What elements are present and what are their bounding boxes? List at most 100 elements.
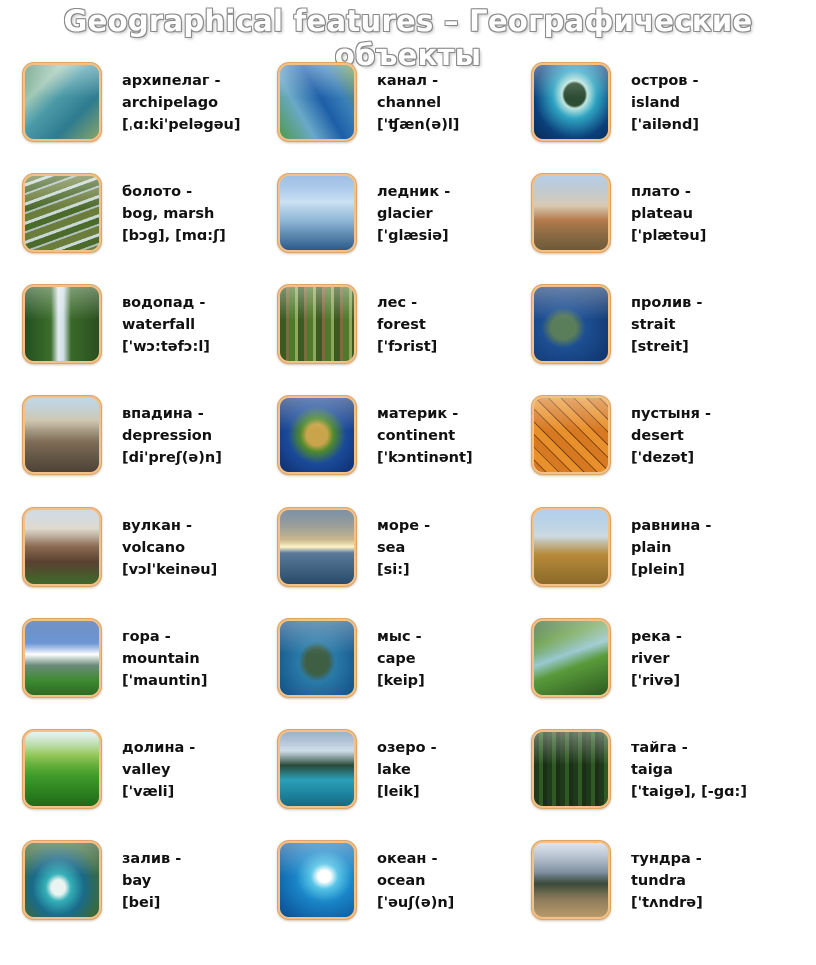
word-ipa: [ˌɑ:ki'peləgəu] — [122, 117, 241, 133]
word-ipa: ['ailənd] — [631, 117, 699, 133]
bay-image — [22, 840, 102, 920]
word-ru: канал - — [377, 73, 439, 89]
word-en: ocean — [377, 873, 426, 889]
card-plain: равнина - plain [plein] — [531, 507, 781, 597]
word-en: mountain — [122, 651, 200, 667]
word-ipa: ['wɔ:təfɔ:l] — [122, 339, 210, 355]
word-ipa: ['taigə], [-gɑ:] — [631, 784, 747, 800]
word-en: archipelago — [122, 95, 219, 111]
word-ru: мыс - — [377, 629, 422, 645]
forest-image — [277, 284, 357, 364]
card-depression: впадина - depression [di'preʃ(ə)n] — [22, 395, 272, 485]
word-en: channel — [377, 95, 442, 111]
archipelago-image — [22, 62, 102, 142]
word-ipa: [di'preʃ(ə)n] — [122, 450, 222, 466]
word-en: bay — [122, 873, 152, 889]
card-plateau: плато - plateau ['plætəu] — [531, 173, 781, 263]
word-ru: океан - — [377, 851, 438, 867]
card-valley: долина - valley ['væli] — [22, 729, 272, 819]
word-ipa: [vɔl'keinəu] — [122, 562, 218, 578]
card-channel: канал - channel ['ʧæn(ə)l] — [277, 62, 527, 152]
word-en: plateau — [631, 206, 694, 222]
word-ipa: ['kɔntinənt] — [377, 450, 473, 466]
word-en: volcano — [122, 540, 186, 556]
mountain-image — [22, 618, 102, 698]
lake-image — [277, 729, 357, 809]
word-ipa: [plein] — [631, 562, 685, 578]
card-continent: материк - continent ['kɔntinənt] — [277, 395, 527, 485]
word-en: desert — [631, 428, 684, 444]
card-strait: пролив - strait [streit] — [531, 284, 781, 374]
continent-image — [277, 395, 357, 475]
word-ipa: [streit] — [631, 339, 689, 355]
card-bay: залив - bay [bei] — [22, 840, 272, 930]
cape-image — [277, 618, 357, 698]
card-tundra: тундра - tundra ['tʌndrə] — [531, 840, 781, 930]
word-ru: вулкан - — [122, 518, 192, 534]
channel-image — [277, 62, 357, 142]
word-ru: лес - — [377, 295, 418, 311]
card-river: река - river ['rivə] — [531, 618, 781, 708]
word-ipa: [keip] — [377, 673, 425, 689]
word-en: river — [631, 651, 670, 667]
word-ru: впадина - — [122, 406, 204, 422]
word-ru: гора - — [122, 629, 171, 645]
card-waterfall: водопад - waterfall ['wɔ:təfɔ:l] — [22, 284, 272, 374]
word-en: island — [631, 95, 681, 111]
word-en: plain — [631, 540, 672, 556]
card-forest: лес - forest ['fɔrist] — [277, 284, 527, 374]
word-en: taiga — [631, 762, 673, 778]
card-sea: море - sea [si:] — [277, 507, 527, 597]
word-ipa: [bɔg], [mɑ:ʃ] — [122, 228, 226, 244]
plateau-image — [531, 173, 611, 253]
volcano-image — [22, 507, 102, 587]
word-ru: тундра - — [631, 851, 702, 867]
word-ru: водопад - — [122, 295, 206, 311]
word-en: waterfall — [122, 317, 196, 333]
bog-image — [22, 173, 102, 253]
valley-image — [22, 729, 102, 809]
card-desert: пустыня - desert ['dezət] — [531, 395, 781, 485]
word-ru: залив - — [122, 851, 182, 867]
ocean-image — [277, 840, 357, 920]
word-ipa: ['əuʃ(ə)n] — [377, 895, 455, 911]
word-ru: остров - — [631, 73, 699, 89]
sea-image — [277, 507, 357, 587]
card-island: остров - island ['ailənd] — [531, 62, 781, 152]
depression-image — [22, 395, 102, 475]
word-en: forest — [377, 317, 426, 333]
word-ru: долина - — [122, 740, 196, 756]
word-ru: равнина - — [631, 518, 712, 534]
word-ru: плато - — [631, 184, 691, 200]
word-ru: болото - — [122, 184, 193, 200]
waterfall-image — [22, 284, 102, 364]
word-ipa: ['ʧæn(ə)l] — [377, 117, 460, 133]
card-cape: мыс - cape [keip] — [277, 618, 527, 708]
glacier-image — [277, 173, 357, 253]
word-en: depression — [122, 428, 213, 444]
word-ipa: ['tʌndrə] — [631, 895, 703, 911]
card-bog: болото - bog, marsh [bɔg], [mɑ:ʃ] — [22, 173, 272, 263]
word-ipa: [bei] — [122, 895, 161, 911]
word-en: continent — [377, 428, 456, 444]
word-ru: пролив - — [631, 295, 703, 311]
tundra-image — [531, 840, 611, 920]
card-taiga: тайга - taiga ['taigə], [-gɑ:] — [531, 729, 781, 819]
word-ru: река - — [631, 629, 682, 645]
word-en: valley — [122, 762, 171, 778]
word-ipa: [leik] — [377, 784, 420, 800]
word-ipa: ['plætəu] — [631, 228, 707, 244]
word-ru: тайга - — [631, 740, 688, 756]
word-ru: пустыня - — [631, 406, 711, 422]
word-ipa: ['væli] — [122, 784, 175, 800]
taiga-image — [531, 729, 611, 809]
card-archipelago: архипелаг - archipelago [ˌɑ:ki'peləgəu] — [22, 62, 272, 152]
word-en: tundra — [631, 873, 686, 889]
word-ipa: ['fɔrist] — [377, 339, 438, 355]
word-en: lake — [377, 762, 411, 778]
word-en: bog, marsh — [122, 206, 215, 222]
card-volcano: вулкан - volcano [vɔl'keinəu] — [22, 507, 272, 597]
strait-image — [531, 284, 611, 364]
word-en: glacier — [377, 206, 433, 222]
